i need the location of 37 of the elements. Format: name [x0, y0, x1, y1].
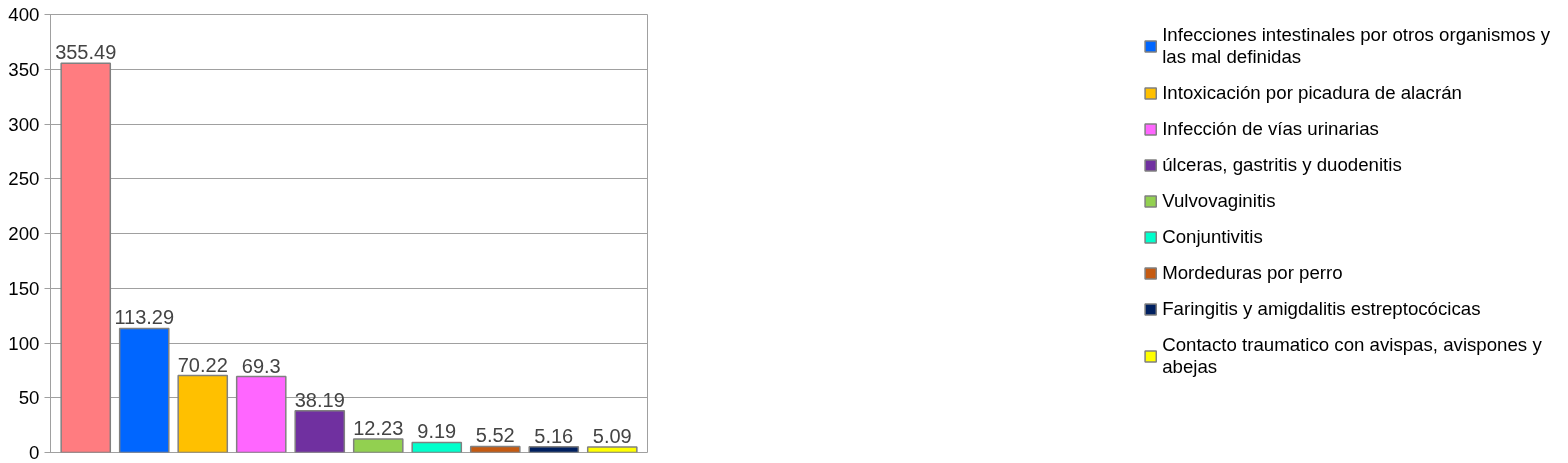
- data-label: 38.19: [294, 388, 345, 411]
- data-label: 69.3: [241, 354, 281, 377]
- bar: [352, 438, 404, 453]
- bar: [294, 409, 346, 453]
- y-tick-label: 150: [8, 277, 40, 299]
- y-tick-label: 200: [8, 223, 40, 244]
- legend-label: Infecciones intestinales por otros organismos y las mal definidas: [1162, 24, 1550, 68]
- bar: [235, 375, 287, 453]
- data-label: 12.23: [353, 417, 404, 440]
- legend-label: Intoxicación por picadura de alacrán: [1162, 82, 1462, 104]
- legend-label: Conjuntivitis: [1162, 226, 1263, 248]
- data-label: 355.49: [55, 41, 117, 64]
- data-label: 70.22: [177, 353, 228, 376]
- data-label: 5.16: [534, 424, 574, 447]
- data-label: 9.19: [417, 420, 457, 443]
- bar: [411, 441, 463, 453]
- bar: [177, 374, 229, 453]
- bar: [586, 446, 638, 453]
- y-tick-label: 250: [8, 168, 40, 190]
- legend-label: Mordeduras por perro: [1162, 262, 1343, 284]
- legend-label: Contacto traumatico con avispas, avispones y abejas: [1162, 334, 1542, 378]
- legend-label: Infección de vías urinarias: [1162, 118, 1379, 140]
- bar: [118, 327, 170, 453]
- data-label: 5.09: [592, 424, 632, 447]
- data-label: 113.29: [114, 306, 175, 329]
- bar: [60, 62, 112, 453]
- y-tick-label: 50: [18, 387, 40, 409]
- y-tick-label: 300: [8, 113, 40, 135]
- y-tick-label: 350: [8, 58, 40, 80]
- legend-label: Vulvovaginitis: [1162, 190, 1276, 212]
- legend-label: Faringitis y amigdalitis estreptocócicas: [1162, 298, 1481, 320]
- legend-label: úlceras, gastritis y duodenitis: [1162, 154, 1402, 176]
- y-tick-label: 0: [29, 442, 40, 463]
- y-tick-label: 100: [8, 332, 40, 354]
- y-tick-label: 400: [8, 4, 40, 25]
- bar: [528, 446, 580, 453]
- data-label: 5.52: [475, 424, 515, 447]
